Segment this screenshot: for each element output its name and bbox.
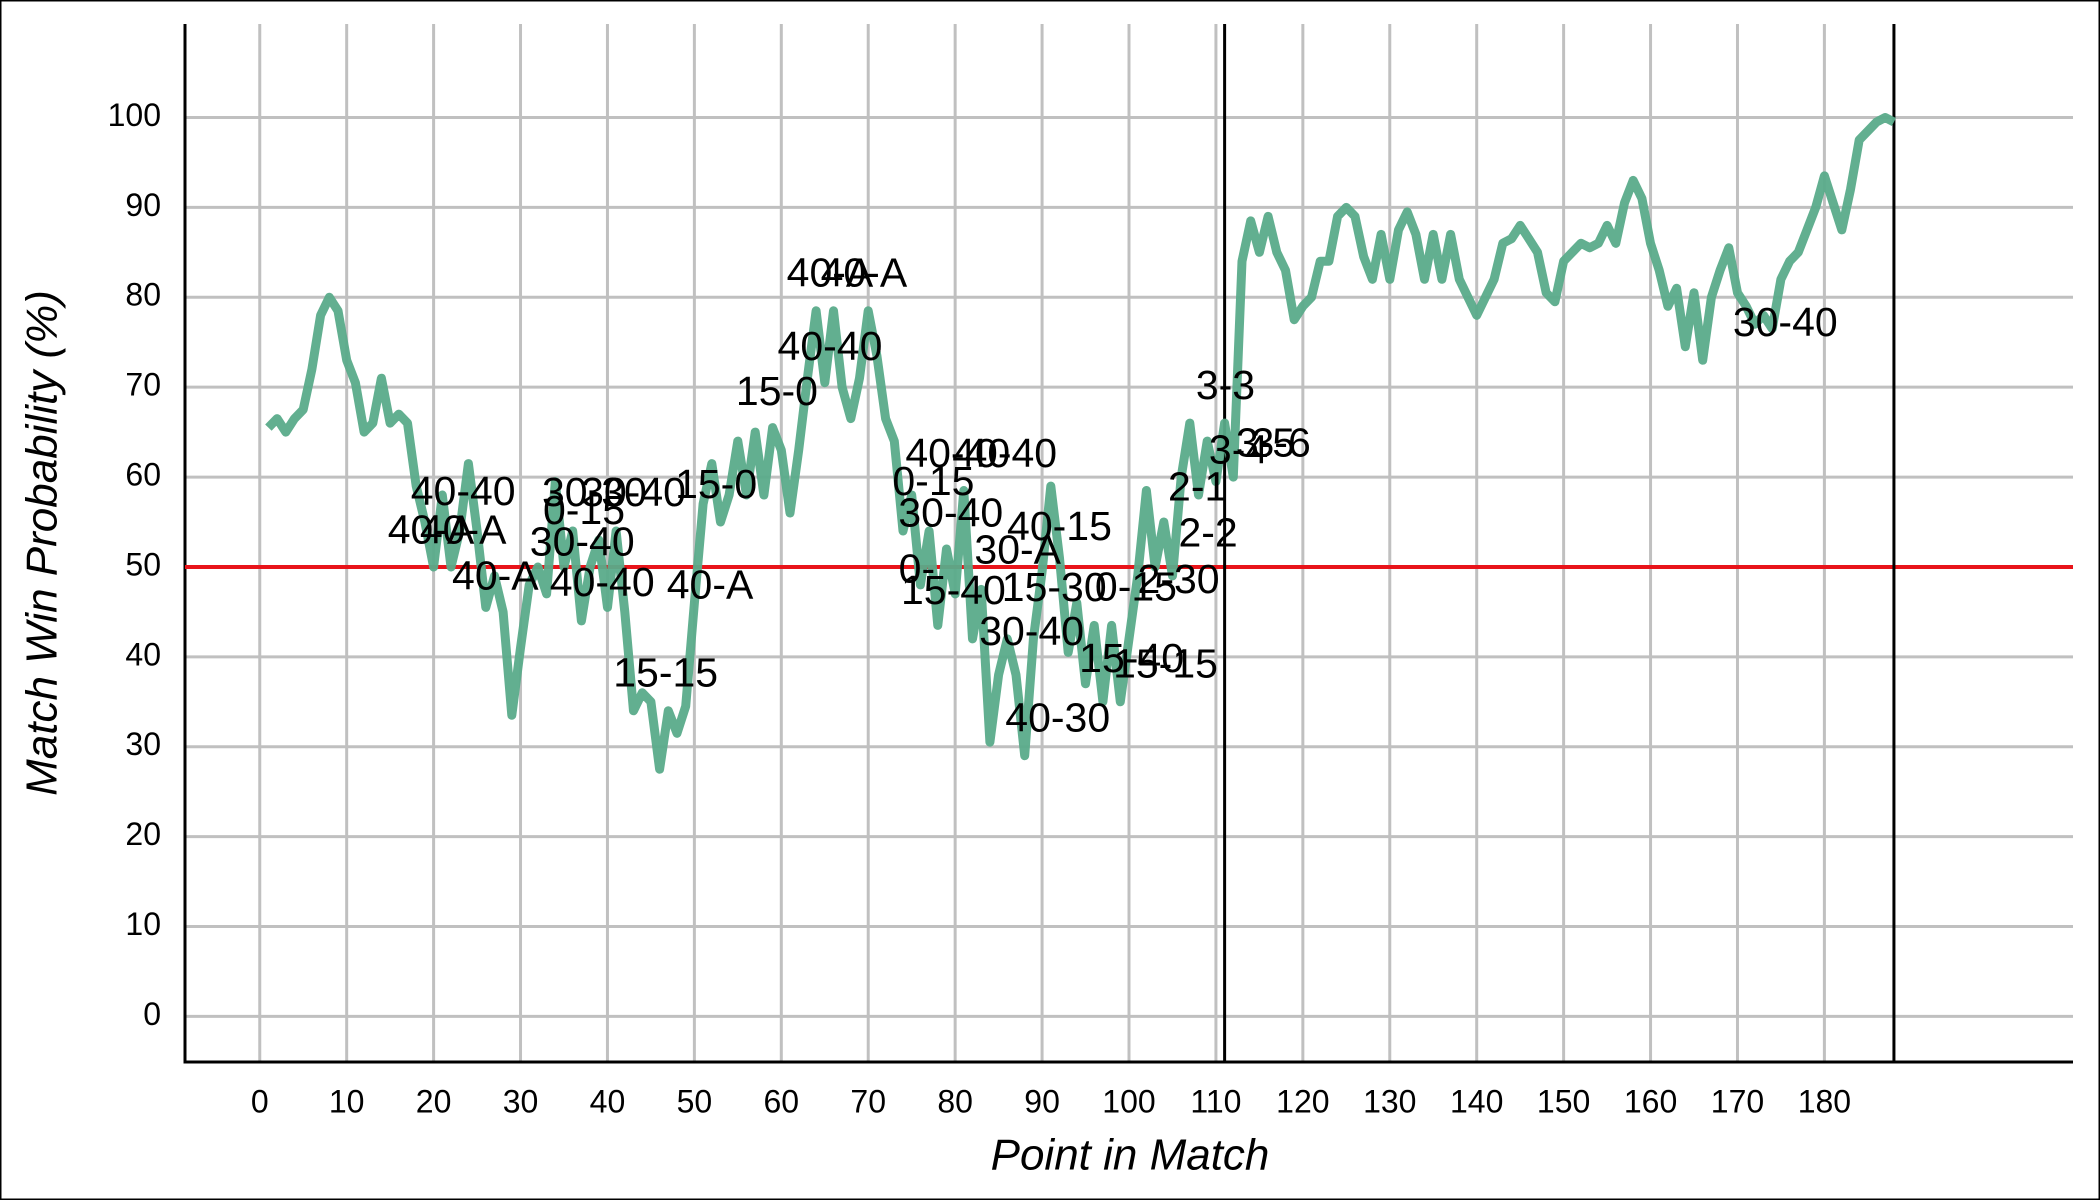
score-annotation: 40-40 [905, 430, 1010, 476]
y-tick-label: 40 [125, 636, 161, 672]
score-annotation: 40-40 [550, 559, 655, 605]
x-tick-label: 90 [1024, 1083, 1060, 1119]
x-tick-label: 0 [251, 1083, 269, 1119]
x-tick-label: 180 [1798, 1083, 1851, 1119]
x-tick-label: 170 [1711, 1083, 1764, 1119]
x-tick-label: 30 [503, 1083, 539, 1119]
score-annotation: 40-40 [778, 323, 883, 369]
series-line [265, 113, 1896, 774]
x-tick-label: 150 [1537, 1083, 1590, 1119]
score-annotation: 3-5 [1236, 419, 1295, 465]
y-tick-label: 60 [125, 457, 161, 493]
y-tick-label: 0 [143, 996, 161, 1032]
score-annotation: 40-A [420, 507, 507, 553]
score-annotation: 2-2 [1178, 509, 1237, 555]
y-axis-title: Match Win Probability (%) [18, 290, 67, 796]
score-annotation: 30-A [974, 526, 1061, 572]
score-annotation: 0-15 [1095, 563, 1177, 609]
y-tick-label: 10 [125, 906, 161, 942]
score-annotation: 30-40 [1733, 299, 1838, 345]
score-annotation: 0-15 [892, 458, 974, 504]
score-annotation: 3-4 [1209, 427, 1268, 473]
x-tick-label: 130 [1363, 1083, 1416, 1119]
score-annotation: 15-15 [1113, 641, 1218, 687]
x-tick-label: 10 [329, 1083, 365, 1119]
score-annotation: 30-40 [898, 490, 1003, 536]
y-tick-label: 30 [125, 726, 161, 762]
score-annotation: 2-30 [1138, 556, 1220, 602]
x-tick-label: 60 [764, 1083, 800, 1119]
score-annotation: 40-A [388, 507, 475, 553]
score-annotation: 30-40 [530, 518, 635, 564]
y-tick-label: 80 [125, 277, 161, 313]
x-tick-label: 160 [1624, 1083, 1677, 1119]
score-annotation: 30-40 [581, 469, 686, 515]
score-annotation: 15-30 [1002, 564, 1107, 610]
score-annotation: 3-3 [1196, 362, 1255, 408]
score-annotation: 15-15 [613, 650, 718, 696]
score-annotation: 40-30 [1005, 695, 1110, 741]
score-annotation: 3-6 [1251, 419, 1310, 465]
score-annotation: 0-15 [543, 487, 625, 533]
score-annotation: 0- [899, 545, 935, 591]
score-annotation: 40-15 [1007, 503, 1112, 549]
y-tick-label: 20 [125, 816, 161, 852]
score-annotation: 30-40 [979, 608, 1084, 654]
x-tick-label: 110 [1190, 1083, 1241, 1119]
score-annotation: 15-40 [901, 567, 1006, 613]
y-tick-label: 100 [108, 97, 161, 133]
y-tick-label: 90 [125, 187, 161, 223]
score-annotation: 40-A [452, 552, 539, 598]
score-annotation: 40-40 [952, 430, 1057, 476]
x-tick-label: 120 [1276, 1083, 1329, 1119]
x-tick-label: 80 [937, 1083, 973, 1119]
score-annotation: 40-40 [411, 468, 516, 514]
x-tick-label: 50 [677, 1083, 713, 1119]
x-tick-label: 40 [590, 1083, 626, 1119]
x-tick-label: 20 [416, 1083, 452, 1119]
score-annotation: 15-40 [1079, 635, 1184, 681]
score-annotation: 40-A [821, 250, 908, 296]
x-axis-title: Point in Match [991, 1131, 1270, 1180]
x-tick-label: 100 [1102, 1083, 1155, 1119]
score-annotation: 15-0 [736, 368, 818, 414]
y-tick-label: 70 [125, 367, 161, 403]
y-tick-label: 50 [125, 546, 161, 582]
score-annotation: 40-A [787, 250, 874, 296]
score-annotation: 15-0 [675, 461, 757, 507]
score-annotation: 40-A [667, 561, 754, 607]
score-annotation: 2-1 [1168, 463, 1227, 509]
x-tick-label: 140 [1450, 1083, 1503, 1119]
score-annotation: 30-30 [542, 469, 647, 515]
x-tick-label: 70 [850, 1083, 886, 1119]
